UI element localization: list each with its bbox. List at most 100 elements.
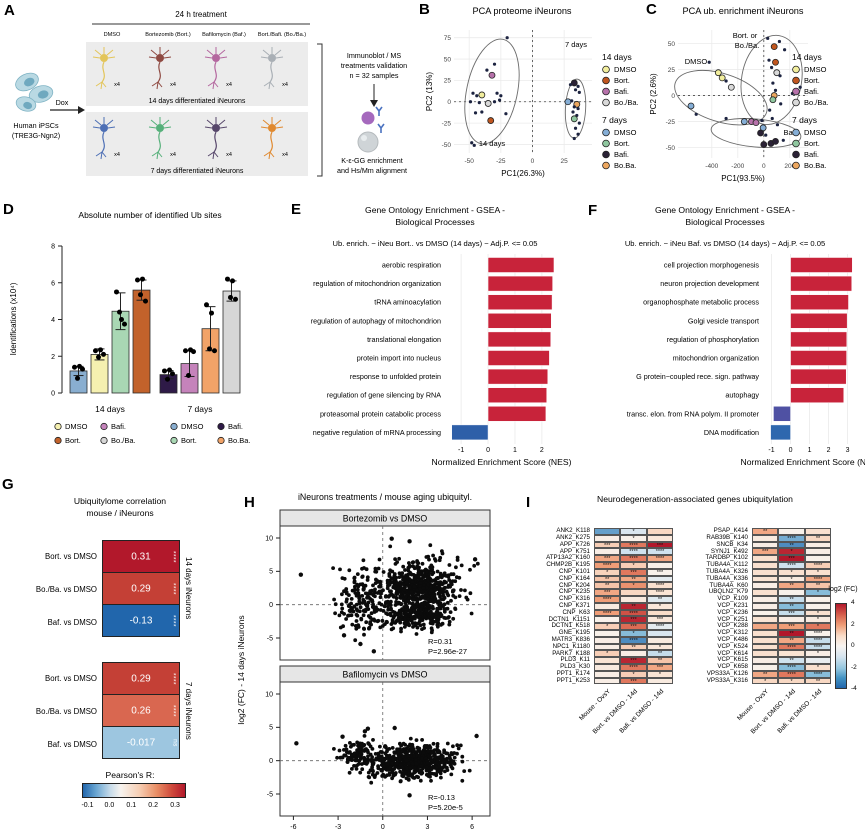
panel-letter-h: H xyxy=(244,494,255,511)
bead-icon xyxy=(357,131,379,153)
data-point xyxy=(433,588,438,592)
gene-site-label: UBQLN2_K79 xyxy=(708,588,748,596)
heatmap-cell xyxy=(752,636,779,644)
legend-item-label: Bafi. xyxy=(804,87,819,96)
data-point xyxy=(463,588,467,593)
heatmap-cell: ** xyxy=(594,582,621,590)
heatmap-cell: *** xyxy=(752,548,779,556)
data-point xyxy=(383,744,387,749)
data-point xyxy=(707,60,711,64)
data-point xyxy=(360,575,365,579)
data-point xyxy=(362,626,366,631)
data-point xyxy=(401,564,406,569)
data-point xyxy=(362,566,366,570)
heatmap-cell: ** xyxy=(804,677,832,685)
data-point xyxy=(570,79,578,87)
data-point xyxy=(397,556,401,561)
data-point xyxy=(344,617,348,621)
neuron-icon: x4 xyxy=(148,47,176,90)
data-point xyxy=(385,586,390,591)
correlation-value: 0.31 xyxy=(131,551,151,562)
x-axis-label: Normalized Enrichment Score (NES) xyxy=(741,457,865,467)
data-point xyxy=(399,602,403,607)
data-point xyxy=(347,613,352,618)
x-axis-label: PC1(93.5%) xyxy=(721,174,765,183)
right-bracket xyxy=(317,43,323,177)
colorbar-tick: 4 xyxy=(851,599,855,606)
chart-subtitle: Ub. enrich. − iNeu Baf. vs DMSO (14 days… xyxy=(625,239,825,248)
gsea-term-label: autophagy xyxy=(725,391,759,400)
data-point xyxy=(470,141,474,145)
correlation-cell: -0.13 **** xyxy=(102,604,180,637)
data-point xyxy=(573,88,578,92)
data-point xyxy=(429,778,433,783)
data-point xyxy=(433,596,438,601)
gene-site-label: PPT1_K253 xyxy=(556,676,590,684)
heatmap-cell xyxy=(594,616,621,624)
heatmap-cell xyxy=(646,609,674,617)
heatmap-cell: ** xyxy=(778,596,805,603)
gene-site-label: CNP_K63 xyxy=(562,608,590,616)
heatmap-cell: ** xyxy=(646,596,674,603)
data-point xyxy=(779,102,783,106)
data-point xyxy=(462,769,467,773)
gene-site-label: VCP_K614 xyxy=(717,649,748,657)
legend-item-label: Bo.Ba. xyxy=(228,436,251,445)
legend-item-label: DMSO xyxy=(804,65,827,74)
legend-header: 14 days xyxy=(602,52,632,62)
heatmap-cell: **** xyxy=(620,664,647,671)
heatmap-cell: * xyxy=(804,589,832,596)
panel-letter-g: G xyxy=(2,476,14,493)
data-point xyxy=(353,584,357,589)
y-tick-label: 8 xyxy=(51,244,55,251)
data-point xyxy=(432,592,437,597)
gsea-bar xyxy=(790,350,847,366)
gsea-term-label: translational elongation xyxy=(367,335,441,344)
data-point xyxy=(383,601,388,606)
data-point xyxy=(426,749,431,754)
data-point xyxy=(408,585,412,590)
data-point xyxy=(435,742,440,746)
data-point xyxy=(381,570,386,574)
data-point xyxy=(473,111,478,115)
data-point xyxy=(469,611,474,616)
data-point xyxy=(718,74,726,82)
heatmap-cell: *** xyxy=(778,609,805,617)
data-point xyxy=(429,584,433,589)
data-point xyxy=(484,100,492,107)
heatmap-cell: * xyxy=(620,670,647,678)
data-point xyxy=(399,612,403,617)
data-point xyxy=(449,598,453,603)
x-tick-label: -1 xyxy=(768,447,774,454)
gsea-bar xyxy=(487,406,547,422)
heatmap-cell xyxy=(620,596,647,603)
data-point xyxy=(439,775,443,780)
outlier-point xyxy=(294,741,299,746)
replicate-dot xyxy=(98,347,103,353)
gsea-bar xyxy=(790,275,852,292)
legend-item-label: Bo.Ba. xyxy=(614,161,637,170)
data-point xyxy=(439,613,444,618)
legend-header: 7 days xyxy=(792,115,817,125)
replicate-dot xyxy=(225,276,230,282)
legend-marker xyxy=(217,436,225,445)
cluster-ellipse xyxy=(710,118,802,148)
data-point xyxy=(368,597,373,601)
data-point xyxy=(760,118,764,123)
heatmap-cell xyxy=(752,650,779,658)
cluster-label: 14 days xyxy=(479,139,506,148)
legend-item-label: Bo./Ba. xyxy=(804,98,829,107)
data-point xyxy=(394,575,398,580)
panel-letter-c: C xyxy=(646,1,657,18)
significance-label: **** xyxy=(169,704,177,717)
data-point xyxy=(419,601,424,606)
cluster-ellipse xyxy=(674,69,768,126)
replicate-dot xyxy=(212,348,217,354)
scatter-points xyxy=(468,36,581,147)
legend-item-label: Bort. xyxy=(614,76,630,85)
data-point xyxy=(450,589,455,594)
data-point xyxy=(373,569,378,574)
source-label: (TRE3G-Ngn2) xyxy=(12,131,60,140)
gsea-term-label: regulation of mitochondrion organization xyxy=(313,279,441,288)
